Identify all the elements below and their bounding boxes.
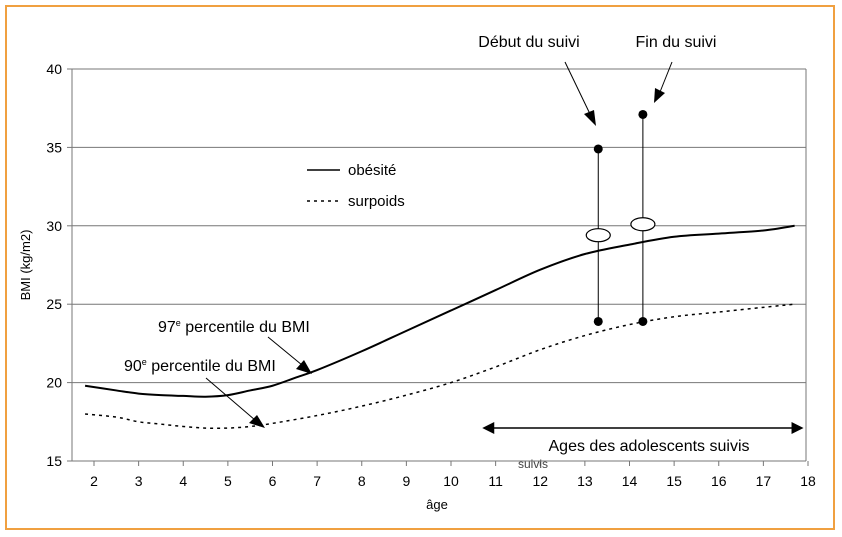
- range-label-trailing: suivis: [518, 457, 548, 471]
- followup-bar-mean-marker-0: [585, 228, 611, 243]
- range-arrow-right-head: [791, 422, 804, 434]
- series-lines: [84, 224, 795, 430]
- y-tick-labels: 15 20 25 30 35 40: [46, 61, 72, 469]
- followup-bars: [585, 109, 656, 326]
- range-label: Ages des adolescents suivis: [549, 438, 750, 455]
- annotation-p90-rest: percentile du BMI: [147, 358, 276, 375]
- annotation-p90: 90e percentile du BMI: [124, 357, 276, 375]
- y-tick-label-40: 40: [46, 61, 62, 77]
- x-tick-labels: 2 3 4 5 6 7 8 9 10 11 12 13 14 15 16 17 18: [90, 461, 816, 489]
- x-tick-label-12: 12: [532, 473, 548, 489]
- x-tick-label-18: 18: [800, 473, 816, 489]
- x-tick-label-9: 9: [402, 473, 410, 489]
- legend-label-obesite: obésité: [348, 162, 396, 179]
- x-tick-label-7: 7: [313, 473, 321, 489]
- series-line-obesite: [84, 224, 795, 398]
- y-tick-label-30: 30: [46, 218, 62, 234]
- x-tick-label-8: 8: [358, 473, 366, 489]
- y-tick-label-35: 35: [46, 139, 62, 155]
- range-arrow-left-head: [482, 422, 495, 434]
- arrow-p97: [267, 336, 303, 366]
- axes: [71, 69, 807, 462]
- y-axis-label: BMI (kg/m2): [18, 230, 33, 301]
- annotation-p90-num: 90: [124, 358, 142, 375]
- x-tick-label-3: 3: [135, 473, 143, 489]
- followup-bar-top-dot-0: [593, 144, 603, 154]
- x-tick-label-15: 15: [666, 473, 682, 489]
- x-tick-label-10: 10: [443, 473, 459, 489]
- arrowhead-fin-suivi: [654, 88, 665, 103]
- arrow-debut-suivi: [564, 61, 591, 115]
- x-tick-label-2: 2: [90, 473, 98, 489]
- arrow-p90: [205, 377, 256, 421]
- x-tick-label-13: 13: [577, 473, 593, 489]
- x-tick-label-5: 5: [224, 473, 232, 489]
- arrowhead-debut-suivi: [584, 110, 596, 126]
- x-axis-label: âge: [426, 497, 448, 512]
- chart-frame: [5, 5, 835, 530]
- y-tick-label-20: 20: [46, 375, 62, 391]
- annotation-p97-sup: e: [176, 318, 181, 328]
- annotation-p97-rest: percentile du BMI: [181, 319, 310, 336]
- x-tick-label-14: 14: [622, 473, 638, 489]
- x-tick-label-6: 6: [269, 473, 277, 489]
- gridlines: [72, 68, 806, 384]
- x-tick-label-4: 4: [179, 473, 187, 489]
- annotation-p97-num: 97: [158, 319, 176, 336]
- followup-bar-top-dot-1: [638, 109, 648, 119]
- followup-bar-bottom-dot-0: [593, 316, 603, 326]
- annotation-p90-sup: e: [142, 357, 147, 367]
- annotation-debut-suivi: Début du suivi: [478, 34, 579, 51]
- x-tick-label-11: 11: [488, 473, 503, 489]
- followup-bar-mean-marker-1: [630, 217, 656, 232]
- followup-bar-bottom-dot-1: [638, 316, 648, 326]
- y-tick-label-25: 25: [46, 296, 62, 312]
- arrowhead-p97: [296, 360, 312, 374]
- arrow-fin-suivi: [659, 61, 673, 93]
- x-tick-label-16: 16: [711, 473, 727, 489]
- y-tick-label-15: 15: [46, 453, 62, 469]
- legend-label-surpoids: surpoids: [348, 193, 405, 210]
- age-range-arrow: [482, 422, 804, 434]
- annotation-fin-suivi: Fin du suivi: [636, 34, 717, 51]
- annotation-p97: 97e percentile du BMI: [158, 318, 310, 336]
- arrowhead-p90: [249, 415, 265, 428]
- x-tick-label-17: 17: [756, 473, 772, 489]
